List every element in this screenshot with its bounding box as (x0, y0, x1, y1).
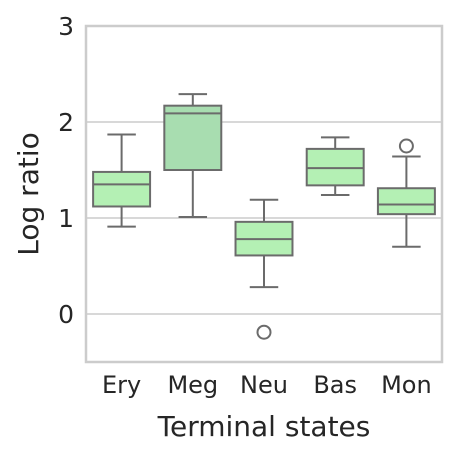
x-tick-label: Ery (102, 371, 141, 399)
x-tick-labels: Ery Meg Neu Bas Mon (102, 371, 432, 399)
outlier-point (256, 324, 272, 340)
y-tick-label: 3 (58, 12, 74, 41)
box-group-ery (92, 133, 152, 228)
box-group-meg (163, 93, 223, 219)
x-tick-label: Mon (381, 371, 432, 399)
x-tick-label: Neu (240, 371, 288, 399)
y-tick-label: 2 (58, 108, 74, 137)
box-layer (92, 93, 436, 340)
x-axis-label: Terminal states (157, 410, 371, 443)
box-iqr (92, 170, 152, 208)
y-tick-label: 0 (58, 300, 74, 329)
x-tick-label: Bas (313, 371, 357, 399)
y-tick-label: 1 (58, 204, 74, 233)
plot-frame (84, 24, 444, 364)
outlier-point (398, 138, 414, 154)
box-group-bas (305, 136, 365, 196)
box-iqr (376, 187, 436, 216)
box-group-neu (234, 198, 294, 340)
box-group-mon (376, 138, 436, 248)
y-axis-label: Log ratio (12, 132, 45, 255)
box-iqr (163, 104, 223, 171)
x-tick-label: Meg (167, 371, 218, 399)
y-tick-labels: 0 1 2 3 (58, 12, 74, 329)
